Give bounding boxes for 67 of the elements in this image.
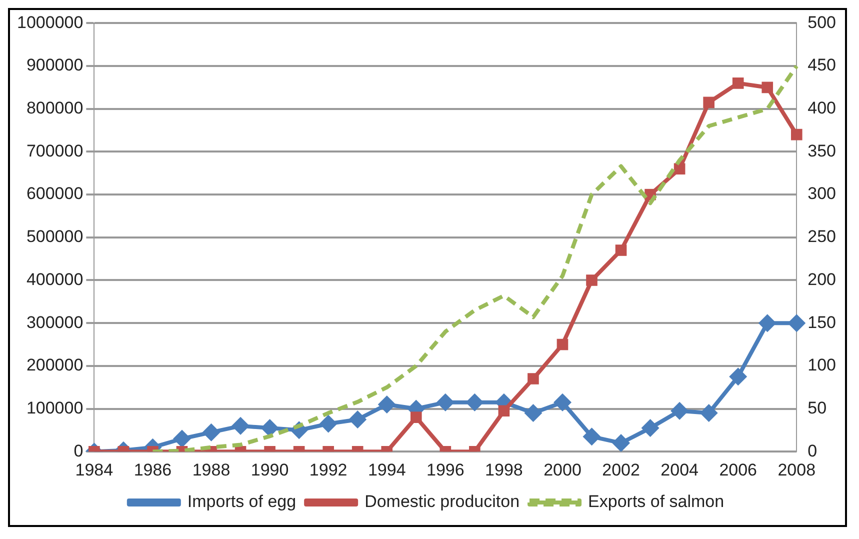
x-tick-label: 2002	[602, 460, 640, 480]
x-tick-label: 1998	[485, 460, 523, 480]
x-tick-label: 2004	[660, 460, 698, 480]
point	[762, 82, 774, 94]
y-tick-label: 700000	[26, 141, 84, 160]
point	[758, 314, 776, 332]
legend-label: Exports of salmon	[588, 492, 724, 512]
y2-tick-label: 0	[808, 441, 818, 460]
point	[378, 395, 396, 414]
x-tick-label: 1990	[250, 460, 289, 480]
point	[348, 410, 367, 428]
point	[528, 373, 539, 384]
y-tick-label: 900000	[26, 56, 84, 75]
x-tick-label: 1984	[75, 460, 114, 480]
y2-tick-label: 200	[808, 270, 836, 289]
y-tick-label: 200000	[26, 356, 84, 375]
y2-tick-label: 100	[808, 356, 836, 375]
point	[524, 404, 542, 422]
point	[788, 314, 806, 332]
y2-tick-label: 50	[808, 398, 827, 418]
y-tick-label: 300000	[26, 312, 84, 332]
point	[586, 274, 598, 286]
point	[553, 393, 572, 412]
y-tick-label: 100000	[26, 398, 84, 418]
y-tick-label: 1000000	[16, 12, 84, 32]
point	[172, 430, 191, 448]
legend-label: Imports of egg	[187, 492, 296, 512]
point	[615, 244, 627, 256]
point	[732, 78, 744, 89]
x-tick-label: 1994	[368, 460, 406, 480]
point	[700, 404, 718, 422]
y2-tick-label: 350	[808, 141, 836, 160]
point	[612, 434, 630, 452]
point	[466, 393, 484, 412]
y2-tick-label: 500	[808, 12, 836, 32]
x-tick-label: 1992	[309, 460, 348, 480]
y2-tick-label: 400	[808, 98, 836, 118]
point	[410, 412, 422, 423]
y-tick-label: 600000	[26, 184, 84, 204]
y2-tick-label: 150	[808, 312, 836, 332]
point	[498, 405, 510, 417]
point	[670, 402, 689, 420]
x-tick-label: 1996	[426, 460, 464, 480]
y-tick-label: 0	[74, 441, 84, 460]
y2-tick-label: 450	[808, 56, 836, 75]
x-tick-label: 2008	[778, 460, 816, 480]
point	[729, 368, 748, 386]
point	[641, 419, 660, 438]
x-tick-label: 1988	[192, 460, 230, 480]
point	[232, 416, 250, 435]
x-tick-label: 2006	[719, 460, 758, 480]
point	[436, 393, 454, 412]
point	[674, 163, 686, 175]
point	[202, 423, 220, 442]
point	[703, 96, 714, 108]
y2-tick-label: 300	[808, 184, 836, 204]
legend-label: Domestic produciton	[364, 492, 520, 512]
y-tick-label: 400000	[26, 270, 84, 289]
point	[582, 428, 601, 446]
y-tick-label: 800000	[26, 98, 84, 118]
y2-tick-label: 250	[808, 227, 836, 246]
point	[790, 128, 802, 140]
point	[556, 338, 568, 350]
point	[319, 414, 338, 433]
x-tick-label: 1986	[134, 460, 172, 480]
y-tick-label: 500000	[26, 227, 84, 246]
x-tick-label: 2000	[544, 460, 582, 480]
